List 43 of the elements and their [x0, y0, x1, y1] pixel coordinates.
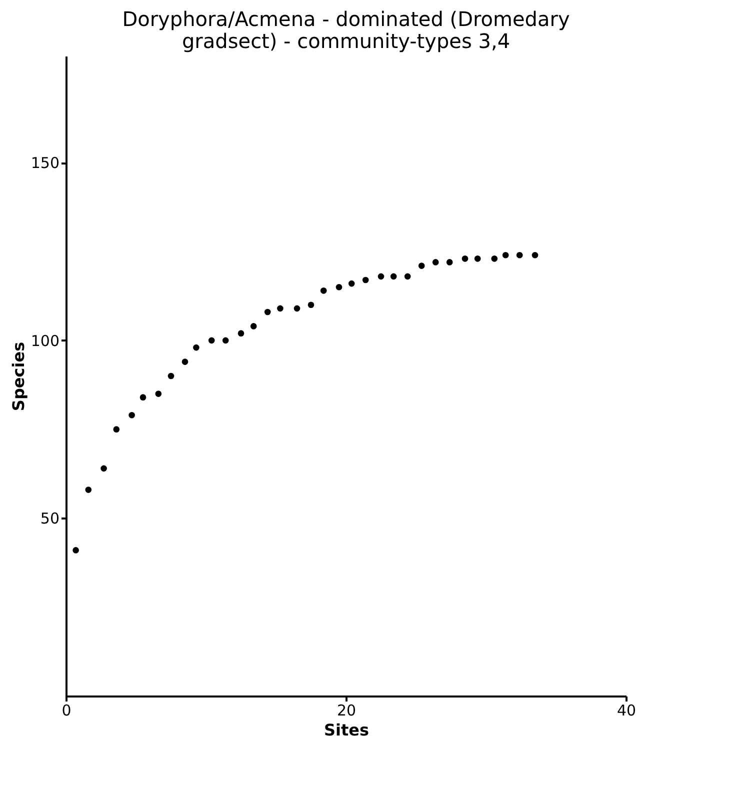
point	[418, 262, 425, 269]
point	[113, 426, 120, 432]
point	[491, 256, 498, 262]
point	[222, 337, 229, 344]
point	[446, 259, 453, 266]
x-tick-label: 20	[336, 702, 356, 720]
point	[378, 273, 384, 280]
point	[182, 358, 188, 365]
point	[264, 308, 271, 316]
point	[85, 486, 92, 493]
point	[502, 252, 509, 258]
x-axis-title: Sites	[324, 720, 370, 740]
point	[168, 372, 174, 380]
point	[250, 323, 257, 330]
point	[72, 547, 79, 554]
point	[362, 276, 369, 284]
point	[348, 280, 355, 287]
chart-title: Doryphora/Acmena - dominated (Dromedary gradsect) - community-types 3,4	[122, 7, 570, 53]
point	[516, 252, 523, 258]
point	[155, 390, 162, 397]
point	[532, 252, 538, 258]
y-axis-title: Species	[8, 342, 28, 412]
point	[336, 284, 342, 290]
point	[277, 305, 284, 312]
point	[462, 256, 468, 262]
x-tick-label: 0	[62, 702, 72, 720]
point	[193, 344, 200, 351]
point	[128, 412, 135, 418]
point	[208, 337, 215, 344]
point	[308, 302, 314, 308]
point	[238, 330, 244, 336]
point	[474, 256, 481, 262]
point	[432, 259, 439, 266]
point	[320, 288, 327, 294]
y-tick-label: 50	[40, 510, 60, 528]
point	[140, 394, 146, 400]
point	[294, 305, 300, 312]
x-tick-label: 40	[616, 702, 636, 720]
point	[100, 465, 107, 472]
point	[390, 273, 397, 280]
y-tick-label: 150	[30, 154, 60, 172]
point	[404, 273, 411, 280]
y-tick-label: 100	[30, 332, 60, 350]
